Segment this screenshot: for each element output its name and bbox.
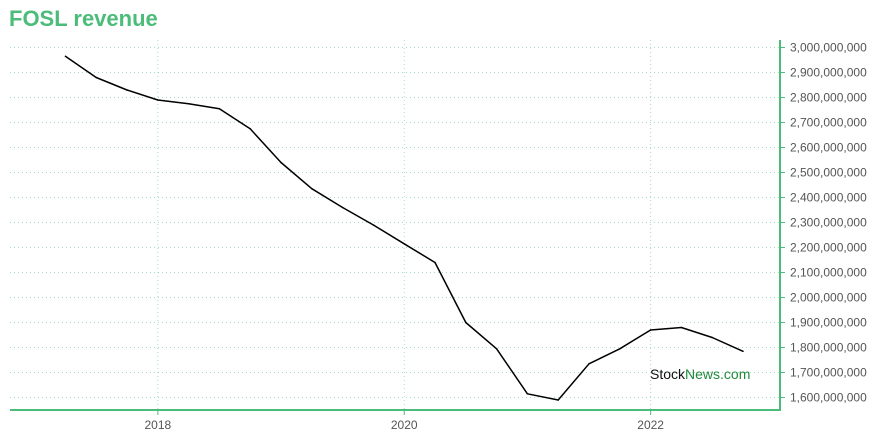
y-tick-label: 2,700,000,000 bbox=[790, 116, 867, 130]
y-tick-label: 2,800,000,000 bbox=[790, 91, 867, 105]
revenue-data-point bbox=[280, 161, 282, 164]
revenue-data-point bbox=[187, 103, 190, 105]
y-tick-label: 2,500,000,000 bbox=[790, 166, 867, 180]
chart-title: FOSL revenue bbox=[9, 6, 158, 31]
watermark-part-news: News bbox=[685, 366, 720, 382]
revenue-data-point bbox=[95, 76, 97, 79]
revenue-data-point bbox=[341, 206, 344, 209]
y-tick-label: 1,700,000,000 bbox=[790, 366, 867, 380]
revenue-data-point bbox=[619, 348, 621, 350]
y-tick-label: 1,800,000,000 bbox=[790, 341, 867, 355]
revenue-data-point bbox=[157, 99, 159, 101]
y-tick-label: 2,200,000,000 bbox=[790, 241, 867, 255]
revenue-data-point bbox=[557, 399, 559, 401]
watermark: StockNews.com bbox=[650, 366, 750, 382]
revenue-data-point bbox=[711, 336, 713, 339]
x-tick-label: 2018 bbox=[144, 418, 171, 432]
axes bbox=[10, 40, 785, 415]
x-tick-labels: 2018 2020 2022 bbox=[144, 418, 664, 432]
y-tick-label: 1,600,000,000 bbox=[790, 391, 867, 405]
revenue-data-point bbox=[372, 224, 375, 226]
watermark-part-com: .com bbox=[720, 366, 750, 382]
series-group bbox=[64, 55, 744, 401]
y-tick-label: 1,900,000,000 bbox=[790, 316, 867, 330]
y-tick-labels: 3,000,000,000 2,900,000,000 2,800,000,000 2… bbox=[790, 41, 867, 405]
revenue-data-point bbox=[495, 348, 498, 350]
revenue-data-point bbox=[434, 261, 436, 264]
revenue-data-point bbox=[126, 89, 128, 91]
x-tick-label: 2022 bbox=[637, 418, 664, 432]
grid-lines bbox=[10, 40, 780, 410]
x-tick-label: 2020 bbox=[391, 418, 418, 432]
revenue-data-point bbox=[64, 55, 67, 57]
revenue-data-point bbox=[526, 393, 529, 395]
revenue-data-point bbox=[680, 326, 683, 329]
revenue-data-point bbox=[311, 188, 313, 190]
revenue-data-point bbox=[649, 329, 652, 331]
revenue-data-point bbox=[742, 350, 744, 352]
y-tick-label: 2,600,000,000 bbox=[790, 141, 867, 155]
y-tick-label: 2,100,000,000 bbox=[790, 266, 867, 280]
revenue-data-point bbox=[588, 363, 590, 365]
revenue-data-point bbox=[249, 128, 251, 130]
y-tick-label: 2,900,000,000 bbox=[790, 66, 867, 80]
y-tick-label: 2,400,000,000 bbox=[790, 191, 867, 205]
y-tick-label: 3,000,000,000 bbox=[790, 41, 867, 55]
revenue-data-point bbox=[218, 108, 221, 110]
revenue-data-point bbox=[403, 243, 405, 245]
y-tick-label: 2,300,000,000 bbox=[790, 216, 867, 230]
watermark-part-stock: Stock bbox=[650, 366, 686, 382]
y-tick-label: 2,000,000,000 bbox=[790, 291, 867, 305]
revenue-data-point bbox=[465, 321, 467, 324]
